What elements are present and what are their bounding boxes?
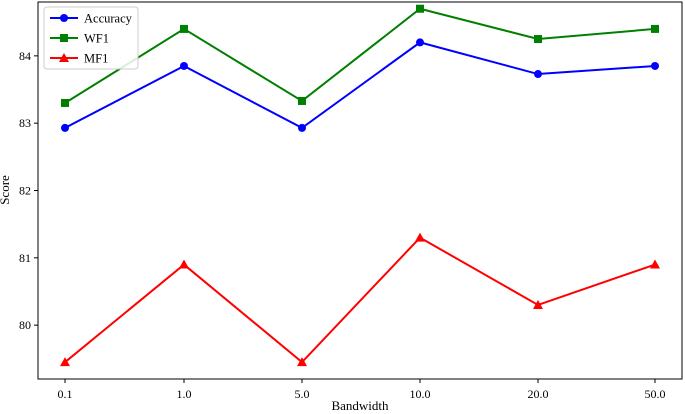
- y-axis-label: Score: [0, 175, 12, 205]
- series-layer: [60, 4, 660, 367]
- legend-item-accuracy: Accuracy: [50, 12, 133, 26]
- legend-swatch-marker: [60, 34, 68, 42]
- series-wf1: [61, 4, 659, 107]
- y-tick-label: 82: [19, 184, 31, 198]
- data-point-wf1: [534, 35, 542, 44]
- data-point-mf1: [297, 357, 307, 367]
- x-tick-label: 5.0: [295, 387, 310, 401]
- legend: Accuracy WF1 MF1: [43, 6, 139, 70]
- x-tick-label: 10.0: [410, 387, 431, 401]
- legend-item-mf1: MF1: [50, 52, 108, 66]
- data-point-accuracy: [61, 123, 69, 132]
- series-line-wf1: [64, 7, 656, 104]
- x-axis: 0.1 1.0 5.0 10.0 20.0 50.0: [58, 379, 666, 401]
- y-tick-label: 81: [19, 251, 31, 265]
- legend-box: [43, 6, 139, 70]
- data-point-wf1: [298, 96, 306, 105]
- data-point-mf1: [179, 259, 189, 269]
- y-tick-label: 84: [19, 49, 31, 63]
- legend-swatch-marker: [59, 53, 69, 62]
- data-point-wf1: [416, 4, 424, 13]
- data-point-accuracy: [180, 61, 188, 70]
- series-line-accuracy: [64, 41, 656, 130]
- y-axis: 80 81 82 83 84: [19, 49, 38, 332]
- data-point-mf1: [650, 259, 660, 269]
- data-point-accuracy: [416, 38, 424, 47]
- legend-label: Accuracy: [84, 12, 133, 26]
- data-point-wf1: [651, 24, 659, 33]
- x-tick-label: 20.0: [528, 387, 549, 401]
- data-point-accuracy: [651, 61, 659, 70]
- data-point-mf1: [60, 357, 70, 367]
- data-point-accuracy: [534, 70, 542, 79]
- data-point-wf1: [180, 24, 188, 33]
- x-axis-label: Bandwidth: [331, 398, 389, 413]
- legend-label: MF1: [84, 52, 108, 66]
- data-point-wf1: [61, 98, 69, 107]
- y-tick-label: 83: [19, 116, 31, 130]
- x-tick-label: 50.0: [645, 387, 666, 401]
- series-accuracy: [61, 38, 659, 132]
- legend-label: WF1: [84, 32, 109, 46]
- series-line-mf1: [64, 236, 656, 364]
- y-tick-label: 80: [19, 318, 31, 332]
- data-point-mf1: [415, 232, 425, 242]
- legend-swatch-marker: [60, 14, 68, 22]
- data-point-mf1: [533, 299, 543, 309]
- x-tick-label: 1.0: [177, 387, 192, 401]
- plot-area: [37, 1, 683, 380]
- legend-item-wf1: WF1: [50, 32, 109, 46]
- series-mf1: [60, 232, 660, 367]
- data-point-accuracy: [298, 123, 306, 132]
- x-tick-label: 0.1: [58, 387, 73, 401]
